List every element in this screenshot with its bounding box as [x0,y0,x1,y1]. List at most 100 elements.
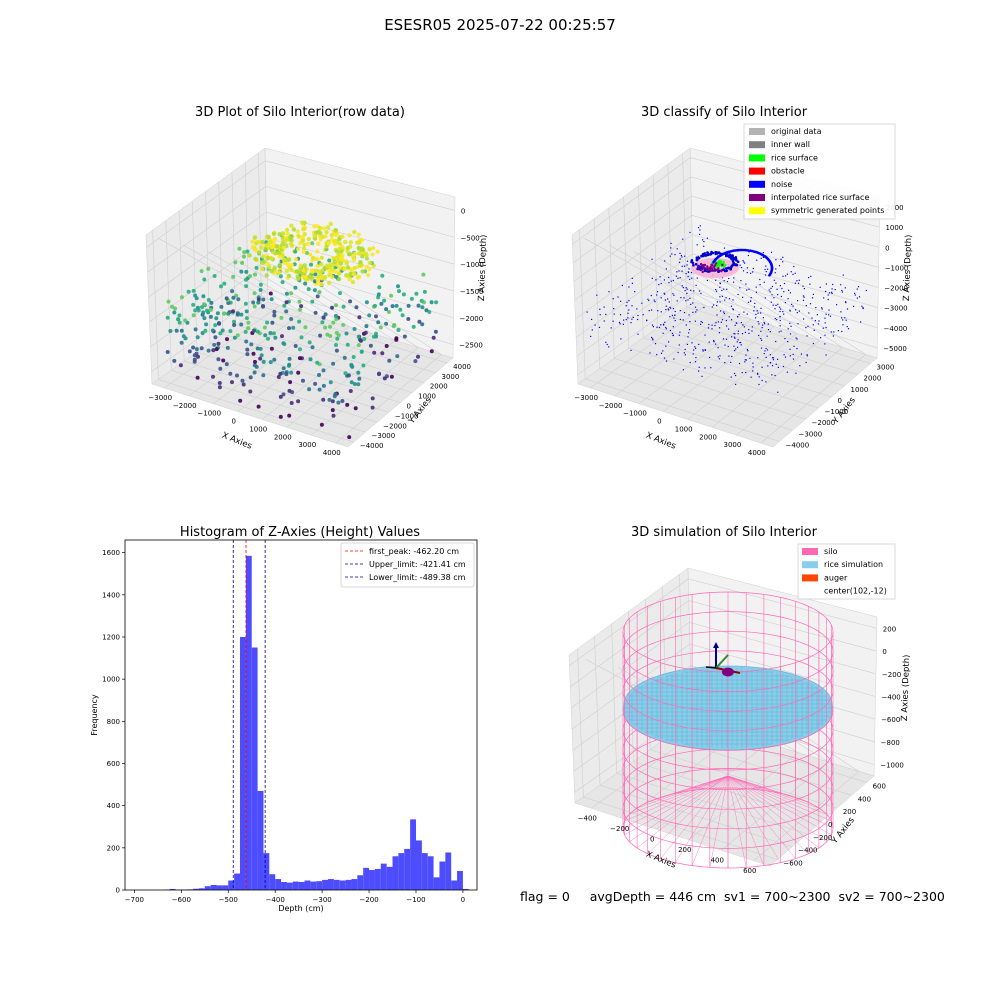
grid-line [577,292,878,375]
noise-point [764,268,766,271]
grid-line [650,749,837,809]
noise-point [619,314,622,316]
interpolated-point [702,267,705,270]
noise-point [647,298,649,300]
noise-point [733,333,735,335]
noise-point [813,329,815,331]
noise-point [723,247,726,249]
noise-point [699,233,701,235]
data-point [250,244,256,250]
noise-point [747,301,750,303]
z-tick-label: −400 [882,694,901,702]
data-point [272,236,278,242]
noise-point [672,279,674,282]
data-point [245,347,250,352]
data-point [354,305,359,310]
panel1-x-ticks: −3000−2000−1000 0 1000 2000 3000 4000 [148,394,340,457]
noise-point [788,289,790,291]
data-point [384,321,389,326]
rice-surface-point [716,262,720,265]
y-tick-label: 0 [828,821,832,829]
interpolated-point [720,269,723,273]
noise-point [772,304,774,306]
silo-floor-spoke [727,775,747,868]
noise-point [656,326,658,328]
grid-line [590,305,706,389]
noise-point [672,326,674,328]
data-point [336,253,341,258]
histogram-bar [363,867,370,890]
noise-point [671,253,673,255]
data-point [255,346,260,351]
noise-point [762,317,764,319]
noise-point [805,305,807,307]
noise-point [774,272,776,274]
noise-point [833,331,835,333]
y-tick-label: 200 [107,844,120,852]
data-point [289,317,294,321]
data-point [332,259,337,265]
grid-line [652,175,659,328]
data-point [420,305,425,310]
grid-line [643,337,832,398]
data-point [218,331,223,336]
histogram-bar [374,868,381,890]
noise-point [769,354,771,356]
noise-point [687,276,689,278]
noise-point [683,352,685,354]
noise-point [700,292,702,294]
data-point [359,338,363,343]
noise-point [845,301,847,303]
panel2-xlabel: X Axies [644,431,677,452]
data-point [224,362,229,367]
noise-point [795,337,797,339]
histogram-bar [257,790,264,890]
noise-point [746,348,748,351]
histogram-bar [369,869,375,890]
data-point [297,356,302,361]
noise-point [761,379,763,382]
noise-point [700,320,702,323]
noise-point [771,374,773,376]
data-point [358,263,363,268]
inner-wall-point [699,265,703,269]
noise-point [777,303,779,305]
noise-point [822,327,824,329]
legend-label: interpolated rice surface [771,193,869,202]
noise-point [782,261,784,263]
noise-point [723,288,725,290]
z-tick-label: −1000 [885,264,909,272]
data-point [288,380,293,385]
panel1-zlabel: Z Axies (Depth) [477,234,489,301]
noise-point [678,344,680,346]
noise-point [668,341,670,343]
inner-wall-point [735,263,739,267]
noise-point [773,279,775,281]
noise-point [792,358,795,360]
noise-point [726,325,728,327]
data-point [293,285,298,290]
data-point [321,383,326,388]
noise-point [837,330,839,332]
noise-point [774,374,776,377]
noise-point [620,338,622,340]
noise-point [696,244,698,246]
noise-point [721,289,723,292]
grid-line [574,215,879,301]
noise-point [775,282,777,284]
noise-point [664,260,666,262]
grid-line [257,264,373,334]
z-tick-label: −2000 [884,285,908,293]
noise-point [771,357,774,359]
data-point [370,405,375,410]
data-point [360,269,365,274]
noise-point [648,310,650,312]
noise-point [698,370,700,372]
x-tick-label: 0 [232,418,236,426]
noise-point [828,314,830,316]
data-point [333,227,338,233]
data-point [349,363,354,368]
noise-point [658,284,660,286]
inner-wall-point [732,262,735,266]
histogram-bar [415,840,422,890]
